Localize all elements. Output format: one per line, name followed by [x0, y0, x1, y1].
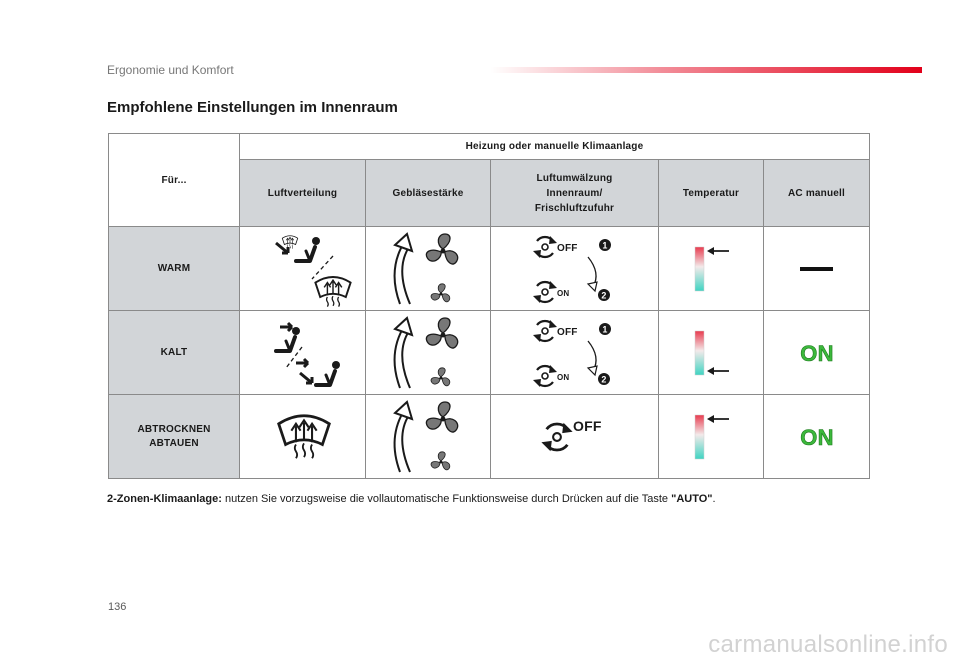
distribution-cell: [239, 226, 366, 311]
ac-on-label: ON: [799, 424, 833, 450]
recirculation-cell: OFF ON 1 2: [490, 226, 659, 311]
air-recirculation-icon: OFF: [539, 418, 602, 453]
fan-cell: [365, 310, 491, 395]
fan-icon: [393, 399, 461, 472]
temperature-cell: [658, 394, 764, 479]
table-row: ABTROCKNEN ABTAUEN OFF: [108, 394, 871, 479]
column-header-ac: AC manuell: [762, 159, 871, 227]
group-header: Heizung oder manuelle Klimaanlage: [238, 133, 871, 160]
step-2-badge: 2: [601, 374, 606, 384]
section-header: Ergonomie und Komfort: [107, 63, 234, 77]
watermark: carmanualsonline.info: [708, 631, 948, 658]
recirculation-cell: OFF ON 1 2: [490, 310, 659, 395]
row-label-warm: WARM: [108, 226, 240, 311]
table-row: WARM OFF ON: [108, 226, 871, 311]
recirc-on-label: ON: [557, 373, 569, 382]
ac-on-label: ON: [799, 340, 833, 366]
air-recirculation-icon: OFF ON 1 2: [531, 318, 611, 388]
distribution-cell: [239, 310, 366, 395]
temperature-gauge-icon: [694, 246, 729, 291]
face-footwell-distribution-icon: [273, 321, 342, 387]
row-label-kalt: KALT: [108, 310, 240, 395]
column-header-fan: Gebläsestärke: [365, 159, 491, 227]
page-title: Empfohlene Einstellungen im Innenraum: [107, 99, 398, 116]
step-2-badge: 2: [601, 290, 606, 300]
recirc-off-label: OFF: [557, 327, 578, 338]
table-row: KALT OFF: [108, 310, 871, 395]
ac-cell: ON: [762, 310, 871, 395]
recirculation-cell: OFF: [490, 394, 659, 479]
defrost-footwell-distribution-icon: [274, 234, 352, 308]
temperature-gauge-icon: [694, 414, 729, 459]
ac-cell: ON: [762, 394, 871, 479]
distribution-cell: [239, 394, 366, 479]
recirc-off-label: OFF: [573, 418, 602, 434]
step-1-badge: 1: [602, 324, 607, 334]
step-1-badge: 1: [602, 240, 607, 250]
header-accent-bar: [490, 67, 922, 73]
column-header-temperature: Temperatur: [658, 159, 764, 227]
settings-table: Für... Heizung oder manuelle Klimaanlage…: [108, 133, 871, 479]
temperature-cell: [658, 310, 764, 395]
recirc-off-label: OFF: [557, 243, 578, 254]
ac-cell: —: [762, 226, 871, 311]
page-number: 136: [108, 601, 127, 613]
for-header: Für...: [108, 133, 240, 227]
column-header-recirculation: Luftumwälzung Innenraum/ Frischluftzufuh…: [490, 159, 659, 227]
svg-text:ON: ON: [800, 425, 833, 450]
fan-cell: [365, 226, 491, 311]
svg-text:ON: ON: [800, 341, 833, 366]
footnote: 2-Zonen-Klimaanlage: nutzen Sie vorzugsw…: [107, 493, 716, 505]
temperature-gauge-icon: [694, 330, 729, 375]
recirc-on-label: ON: [557, 289, 569, 298]
fan-icon: [393, 231, 461, 304]
temperature-cell: [658, 226, 764, 311]
ac-off-dash: —: [800, 266, 833, 271]
fan-cell: [365, 394, 491, 479]
column-header-distribution: Luftverteilung: [239, 159, 366, 227]
fan-icon: [393, 315, 461, 388]
row-label-demist: ABTROCKNEN ABTAUEN: [108, 394, 240, 479]
air-recirculation-icon: OFF ON 1 2: [531, 234, 611, 304]
windscreen-demist-icon: [276, 413, 331, 460]
